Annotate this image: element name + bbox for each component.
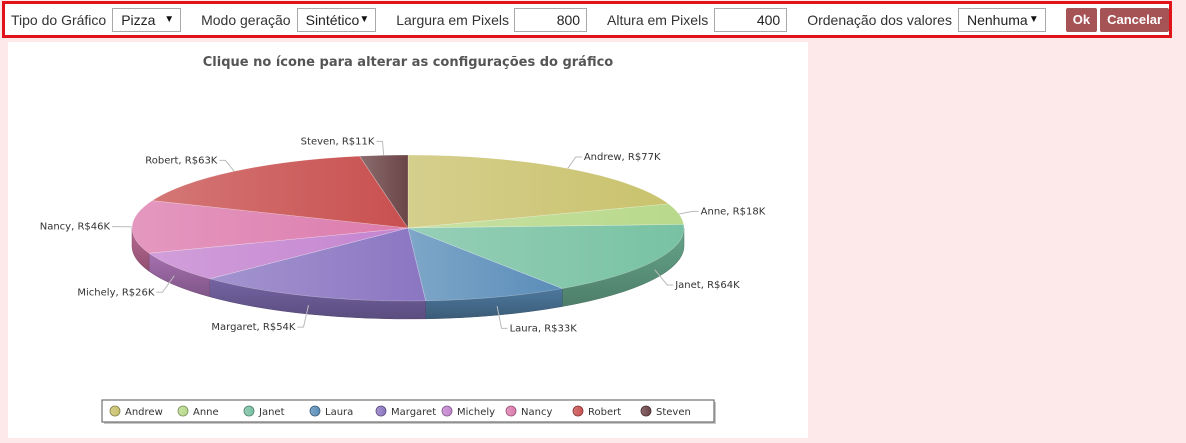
legend-box — [101, 399, 715, 423]
cancel-button[interactable]: Cancelar — [1100, 7, 1169, 32]
mode-value: Sintético — [305, 11, 360, 28]
width-label: Largura em Pixels — [396, 11, 510, 28]
chevron-down-icon: ▼ — [359, 14, 370, 25]
legend-label: Steven — [656, 407, 691, 418]
height-label: Altura em Pixels — [607, 11, 709, 28]
legend-swatch — [375, 405, 387, 417]
label-connector — [567, 156, 582, 169]
chevron-down-icon: ▼ — [164, 14, 175, 25]
data-label-nancy: Nancy, R$46K — [40, 222, 111, 233]
label-connector — [678, 210, 699, 215]
data-label-robert: Robert, R$63K — [145, 155, 218, 166]
legend-swatch — [243, 405, 255, 417]
sort-select[interactable]: Nenhuma ▼ — [957, 7, 1046, 32]
legend-label: Anne — [193, 407, 219, 418]
sort-label: Ordenação dos valores — [807, 11, 952, 28]
legend-swatch — [640, 405, 652, 417]
legend-label: Michely — [457, 407, 495, 418]
pie-chart[interactable]: Clique no ícone para alterar as configur… — [8, 42, 808, 438]
legend-item-janet[interactable]: Janet — [243, 405, 285, 418]
legend-swatch — [441, 405, 453, 417]
label-connector — [654, 269, 674, 286]
legend-item-margaret[interactable]: Margaret — [375, 405, 436, 418]
pie-slice-laura[interactable] — [407, 227, 564, 302]
legend-swatch — [572, 405, 584, 417]
legend-item-robert[interactable]: Robert — [572, 405, 621, 418]
pie-slice-steven[interactable] — [359, 154, 409, 229]
legend-label: Andrew — [125, 407, 163, 418]
height-input[interactable] — [714, 7, 788, 32]
legend-item-steven[interactable]: Steven — [640, 405, 691, 418]
chart-type-select[interactable]: Pizza ▼ — [112, 7, 182, 32]
data-label-steven: Steven, R$11K — [301, 136, 375, 147]
sort-value: Nenhuma — [966, 11, 1028, 28]
data-label-laura: Laura, R$33K — [510, 323, 578, 334]
legend-swatch — [109, 405, 121, 417]
legend-label: Robert — [588, 407, 621, 418]
legend-item-andrew[interactable]: Andrew — [109, 405, 163, 418]
legend-item-laura[interactable]: Laura — [309, 405, 353, 418]
chevron-down-icon: ▼ — [1028, 14, 1039, 25]
legend-swatch — [505, 405, 517, 417]
label-connector — [376, 140, 385, 156]
legend-item-nancy[interactable]: Nancy — [505, 405, 552, 418]
legend-swatch — [309, 405, 321, 417]
data-label-michely: Michely, R$26K — [77, 287, 154, 298]
legend-label: Margaret — [391, 407, 436, 418]
label-connector — [219, 159, 235, 172]
pie-slice-nancy[interactable] — [131, 200, 409, 254]
legend-item-anne[interactable]: Anne — [177, 405, 219, 418]
pie-slice-margaret[interactable] — [208, 227, 427, 302]
legend-label: Laura — [325, 407, 353, 418]
legend-label: Nancy — [521, 407, 552, 418]
label-connector — [496, 305, 508, 329]
chart-config-toolbar: Tipo do Gráfico Pizza ▼ Modo geração Sin… — [2, 1, 1172, 38]
data-label-margaret: Margaret, R$54K — [211, 322, 296, 333]
data-label-janet: Janet, R$64K — [674, 280, 740, 291]
chart-type-value: Pizza — [121, 11, 156, 28]
label-connector — [297, 304, 310, 328]
mode-select[interactable]: Sintético ▼ — [296, 7, 377, 32]
pie-slice-robert[interactable] — [151, 155, 409, 229]
chart-area[interactable]: Clique no ícone para alterar as configur… — [8, 42, 808, 438]
chart-type-label: Tipo do Gráfico — [11, 11, 107, 28]
pie-slice-michely[interactable] — [148, 227, 409, 280]
legend-label: Janet — [258, 407, 285, 418]
mode-label: Modo geração — [201, 11, 291, 28]
data-label-anne: Anne, R$18K — [701, 206, 766, 217]
legend-swatch — [177, 405, 189, 417]
data-label-andrew: Andrew, R$77K — [584, 152, 661, 163]
pie-slice-andrew[interactable] — [407, 154, 670, 229]
chart-title: Clique no ícone para alterar as configur… — [203, 55, 614, 70]
pie-slice-janet[interactable] — [407, 224, 685, 289]
pie-slice-anne[interactable] — [407, 203, 685, 229]
ok-button[interactable]: Ok — [1065, 7, 1098, 32]
label-connector — [156, 275, 175, 293]
legend-item-michely[interactable]: Michely — [441, 405, 495, 418]
width-input[interactable] — [514, 7, 588, 32]
